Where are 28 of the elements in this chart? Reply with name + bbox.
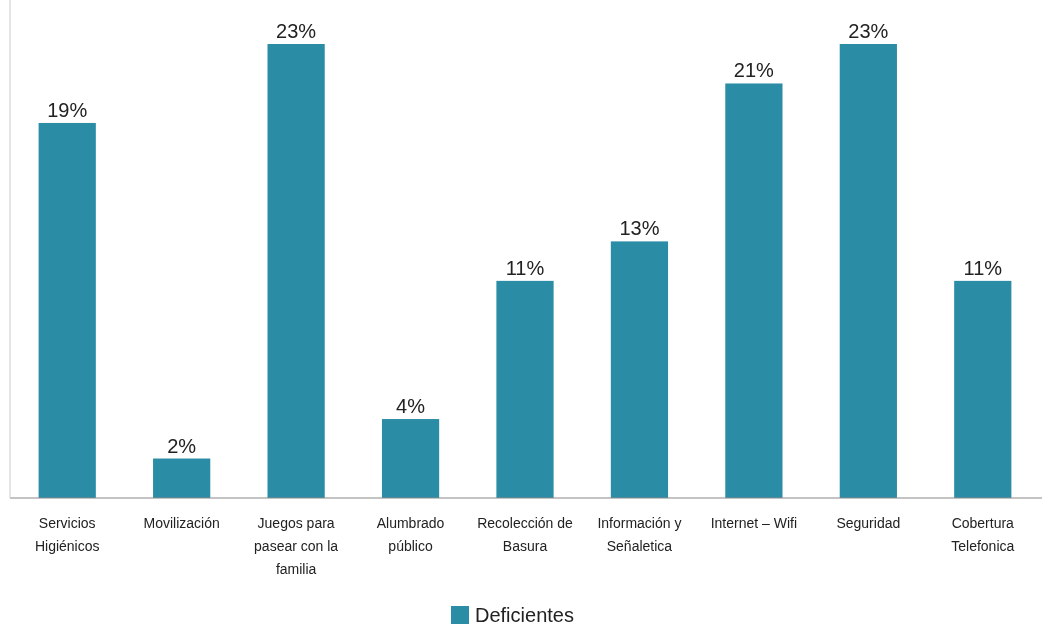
data-label: 11% [505,256,545,279]
data-label: 11% [963,256,1003,279]
bar [496,280,554,498]
x-tick-label: Servicios Higiénicos [34,515,100,554]
bar [153,458,211,498]
data-label: 23% [276,20,317,42]
x-tick-label: Alumbrado público [376,515,445,554]
bar [839,44,897,498]
data-label: 23% [848,20,889,42]
bar [38,122,96,498]
legend-label: Deficientes [475,604,574,626]
x-tick-label: Recolección de Basura [477,515,574,554]
bar [267,44,325,498]
data-label: 19% [47,98,88,121]
x-tick-label: Cobertura Telefonica [951,515,1015,554]
x-tick-label: Juegos para pasear con la familia [254,515,339,577]
bar [381,419,440,498]
data-label: 13% [619,217,660,240]
x-tick-label: Información y Señaletica [597,515,682,554]
data-label: 2% [167,434,197,457]
data-label: 21% [733,59,775,82]
bar [610,241,669,498]
bar [954,280,1012,498]
bar [725,83,783,498]
x-tick-label: Internet – Wifi [710,515,798,531]
data-label: 4% [396,395,426,418]
x-tick-label: Seguridad [836,515,901,531]
x-tick-label: Movilización [143,515,220,531]
